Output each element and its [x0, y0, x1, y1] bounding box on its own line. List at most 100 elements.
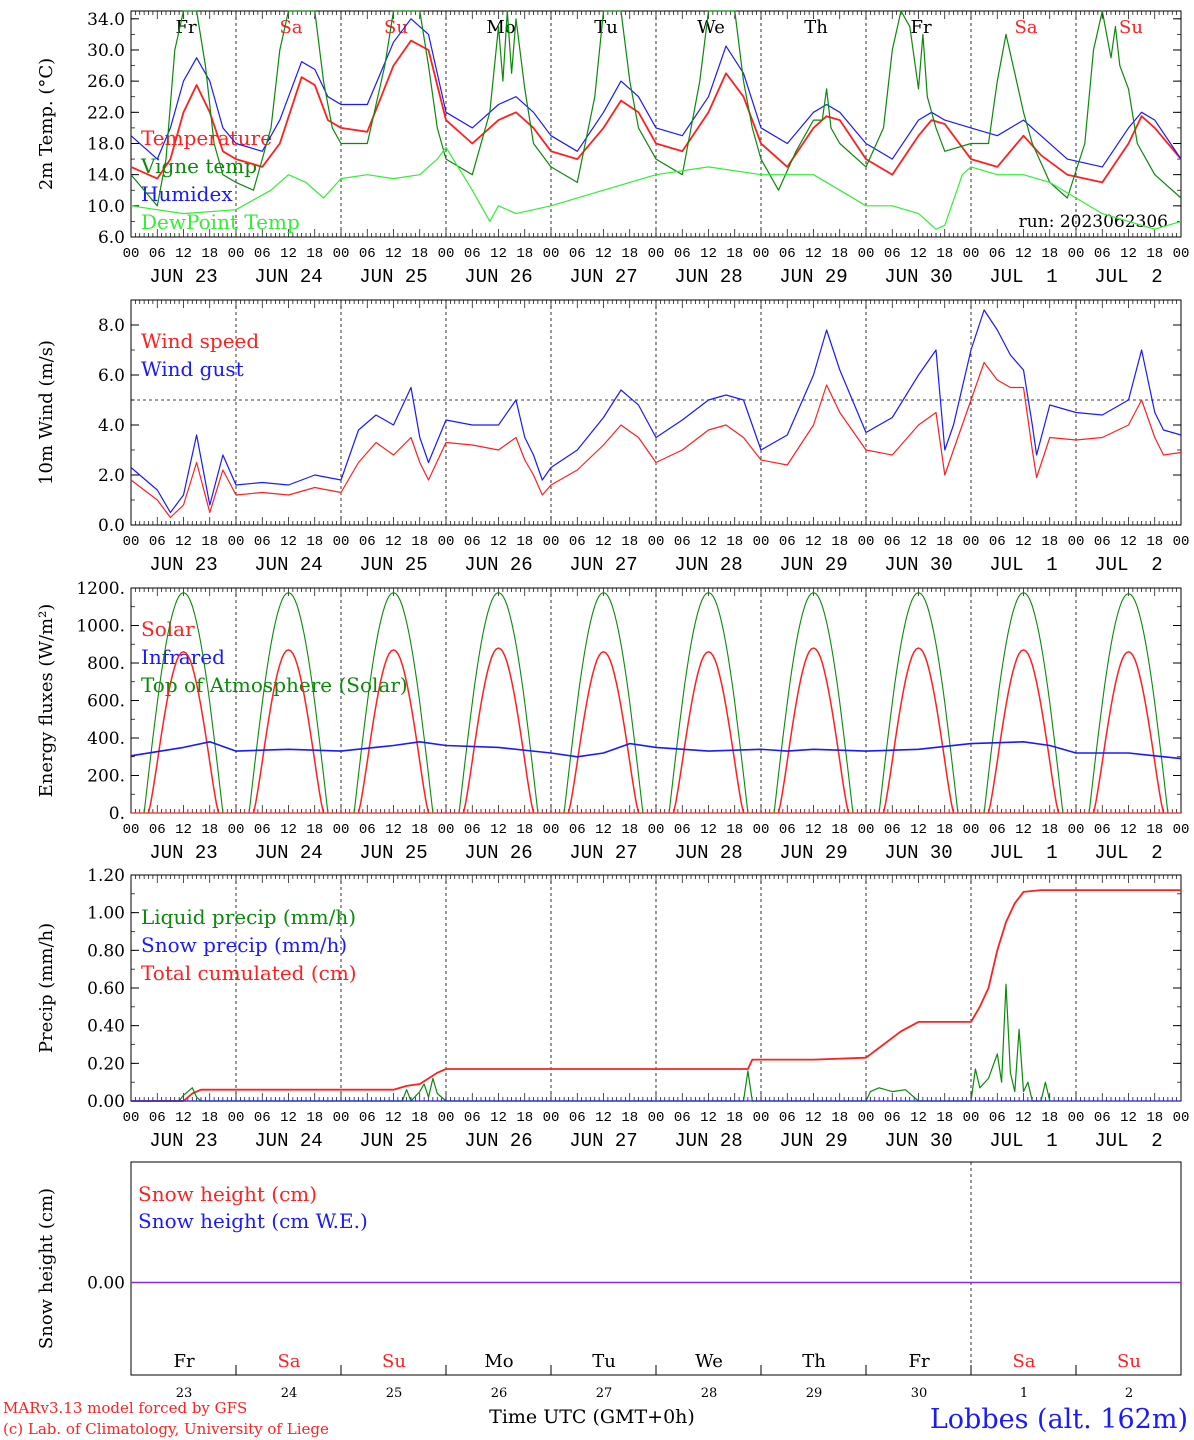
panel-3-frame [130, 587, 1182, 814]
hour-label: 00 [753, 246, 770, 262]
hour-label: 18 [1041, 822, 1058, 838]
date-label: JUN 25 [359, 842, 427, 864]
hour-label: 06 [359, 246, 376, 262]
date-label: JUL 1 [989, 1130, 1057, 1152]
hour-label: 18 [831, 1110, 848, 1126]
hour-label: 06 [674, 822, 691, 838]
series-vigne-temp [130, 10, 1182, 207]
y-tick-label: 22.0 [87, 103, 125, 123]
bottom-weekday-label: Su [382, 1351, 406, 1372]
hour-label: 12 [175, 534, 192, 550]
legend-entry: DewPoint Temp [141, 210, 300, 234]
hour-label: 06 [149, 1110, 166, 1126]
hour-label: 00 [753, 534, 770, 550]
y-tick-label: 0.00 [87, 1092, 125, 1112]
hour-label: 12 [1015, 822, 1032, 838]
hour-label: 18 [1041, 246, 1058, 262]
hour-label: 00 [858, 246, 875, 262]
toa-solar-curve [353, 592, 434, 814]
hour-label: 00 [543, 246, 560, 262]
solar-curve [777, 647, 850, 814]
hour-label: 00 [1068, 534, 1085, 550]
solar-curve [987, 649, 1060, 814]
legend-entry: Temperature [141, 126, 272, 150]
hour-label: 12 [805, 534, 822, 550]
bottom-day-label: 23 [176, 1386, 193, 1401]
hour-label: 18 [516, 1110, 533, 1126]
y-tick-label: 1000. [76, 617, 125, 637]
hour-label: 18 [726, 246, 743, 262]
series-dewpoint-temp [130, 146, 1182, 230]
hour-label: 00 [228, 1110, 245, 1126]
hour-label: 06 [884, 822, 901, 838]
y-tick-label: 4.0 [98, 416, 125, 436]
hour-label: 12 [595, 246, 612, 262]
hour-label: 12 [910, 246, 927, 262]
hour-label: 06 [989, 246, 1006, 262]
weekday-label: Tu [594, 17, 618, 38]
hour-label: 18 [201, 822, 218, 838]
bottom-weekday-label: Fr [173, 1351, 194, 1372]
hour-label: 12 [490, 246, 507, 262]
hour-label: 18 [831, 822, 848, 838]
weekday-label: Su [1119, 17, 1143, 38]
toa-solar-curve [878, 592, 959, 814]
hour-label: 06 [464, 534, 481, 550]
toa-solar-curve [458, 592, 539, 814]
hour-label: 06 [989, 1110, 1006, 1126]
toa-solar-curve [668, 592, 749, 814]
hour-label: 00 [963, 246, 980, 262]
hour-label: 00 [543, 534, 560, 550]
hour-label: 18 [201, 534, 218, 550]
hour-label: 12 [1120, 246, 1137, 262]
hour-label: 06 [149, 534, 166, 550]
hour-label: 00 [963, 1110, 980, 1126]
hour-label: 12 [595, 534, 612, 550]
date-label: JUN 26 [464, 266, 532, 288]
date-label: JUN 23 [149, 266, 217, 288]
y-tick-label: 8.0 [98, 316, 125, 336]
date-label: JUN 25 [359, 554, 427, 576]
hour-label: 06 [464, 246, 481, 262]
hour-label: 12 [805, 822, 822, 838]
date-label: JUN 27 [569, 1130, 637, 1152]
date-label: JUL 2 [1094, 1130, 1162, 1152]
hour-label: 12 [280, 1110, 297, 1126]
date-label: JUN 30 [884, 842, 952, 864]
hour-label: 18 [306, 534, 323, 550]
y-axis-label: Snow height (cm) [36, 1188, 57, 1349]
bottom-day-label: 26 [491, 1386, 508, 1401]
hour-label: 12 [280, 822, 297, 838]
legend-entry: Infrared [141, 645, 225, 669]
weekday-label: Sa [1014, 17, 1037, 38]
solar-curve [252, 649, 325, 814]
bottom-weekday-label: Fr [908, 1351, 929, 1372]
hour-label: 06 [779, 1110, 796, 1126]
hour-label: 18 [201, 1110, 218, 1126]
hour-label: 12 [1120, 822, 1137, 838]
series-humidex [130, 18, 1182, 168]
date-label: JUN 26 [464, 842, 532, 864]
hour-label: 06 [674, 246, 691, 262]
toa-solar-curve [143, 592, 224, 814]
hour-label: 00 [123, 1110, 140, 1126]
legend-entry: Humidex [141, 182, 233, 206]
hour-label: 18 [306, 822, 323, 838]
legend-entry: Snow precip (mm/h) [141, 933, 347, 957]
hour-label: 00 [438, 246, 455, 262]
hour-label: 00 [333, 822, 350, 838]
y-tick-label: 0.60 [87, 979, 125, 999]
hour-label: 06 [674, 534, 691, 550]
date-label: JUN 24 [254, 1130, 322, 1152]
hour-label: 18 [411, 246, 428, 262]
date-label: JUL 1 [989, 266, 1057, 288]
hour-label: 06 [779, 822, 796, 838]
y-tick-label: 1.20 [87, 866, 125, 886]
hour-label: 12 [595, 822, 612, 838]
date-label: JUN 24 [254, 266, 322, 288]
series-liquid-precip-mm-h- [131, 983, 1051, 1102]
hour-label: 06 [779, 534, 796, 550]
hour-label: 18 [1146, 822, 1163, 838]
bottom-weekday-label: Tu [592, 1351, 616, 1372]
